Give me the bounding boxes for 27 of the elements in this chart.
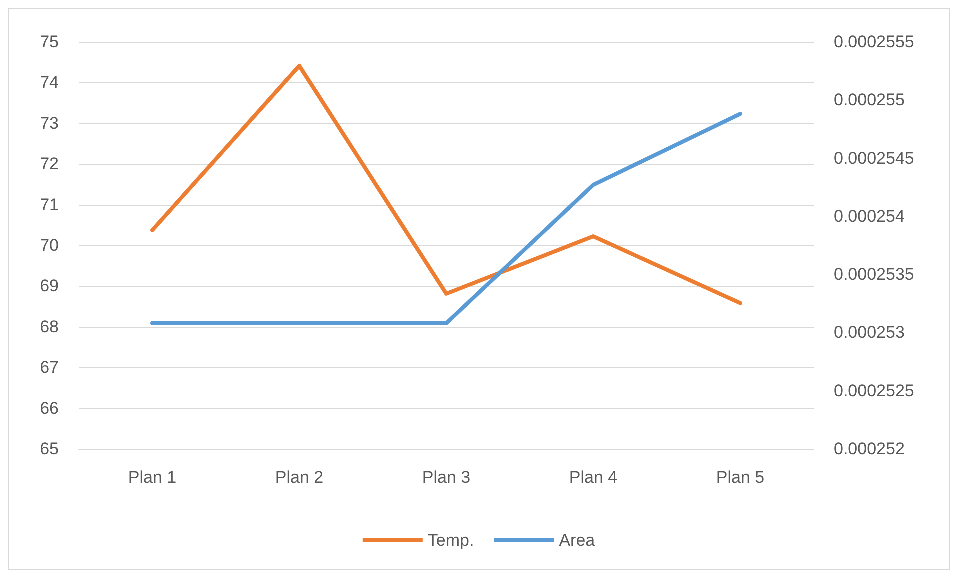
y2-tick-label: 0.000252 [834, 440, 905, 458]
y-tick-label: 70 [40, 236, 59, 255]
y2-tick-label: 0.0002525 [834, 381, 914, 400]
y-tick-label: 73 [40, 114, 59, 133]
y-tick-label: 71 [40, 195, 59, 214]
y-tick-label: 67 [40, 358, 59, 378]
y-tick-label: 72 [40, 154, 59, 174]
y-tick-label: 66 [40, 398, 59, 418]
y2-tick-label: 0.0002535 [834, 265, 914, 284]
y-tick-label: 65 [40, 440, 59, 458]
y2-tick-label: 0.000255 [834, 90, 905, 110]
legend-label: Area [559, 531, 596, 550]
x-tick-label: Plan 2 [275, 468, 324, 487]
x-tick-label: Plan 1 [128, 468, 177, 487]
legend-label: Temp. [428, 531, 474, 550]
y2-tick-label: 0.000254 [834, 206, 905, 226]
x-tick-label: Plan 5 [716, 468, 765, 487]
y2-tick-label: 0.0002555 [834, 32, 914, 52]
x-tick-label: Plan 4 [569, 468, 618, 487]
x-tick-label: Plan 3 [422, 468, 471, 487]
line-series [150, 64, 742, 306]
y-tick-label: 74 [40, 73, 59, 92]
y-tick-label: 69 [40, 276, 59, 296]
y2-tick-label: 0.000253 [834, 323, 905, 342]
y-tick-label: 68 [40, 317, 59, 336]
y2-tick-label: 0.0002545 [834, 148, 914, 168]
y-tick-label: 75 [40, 32, 59, 52]
